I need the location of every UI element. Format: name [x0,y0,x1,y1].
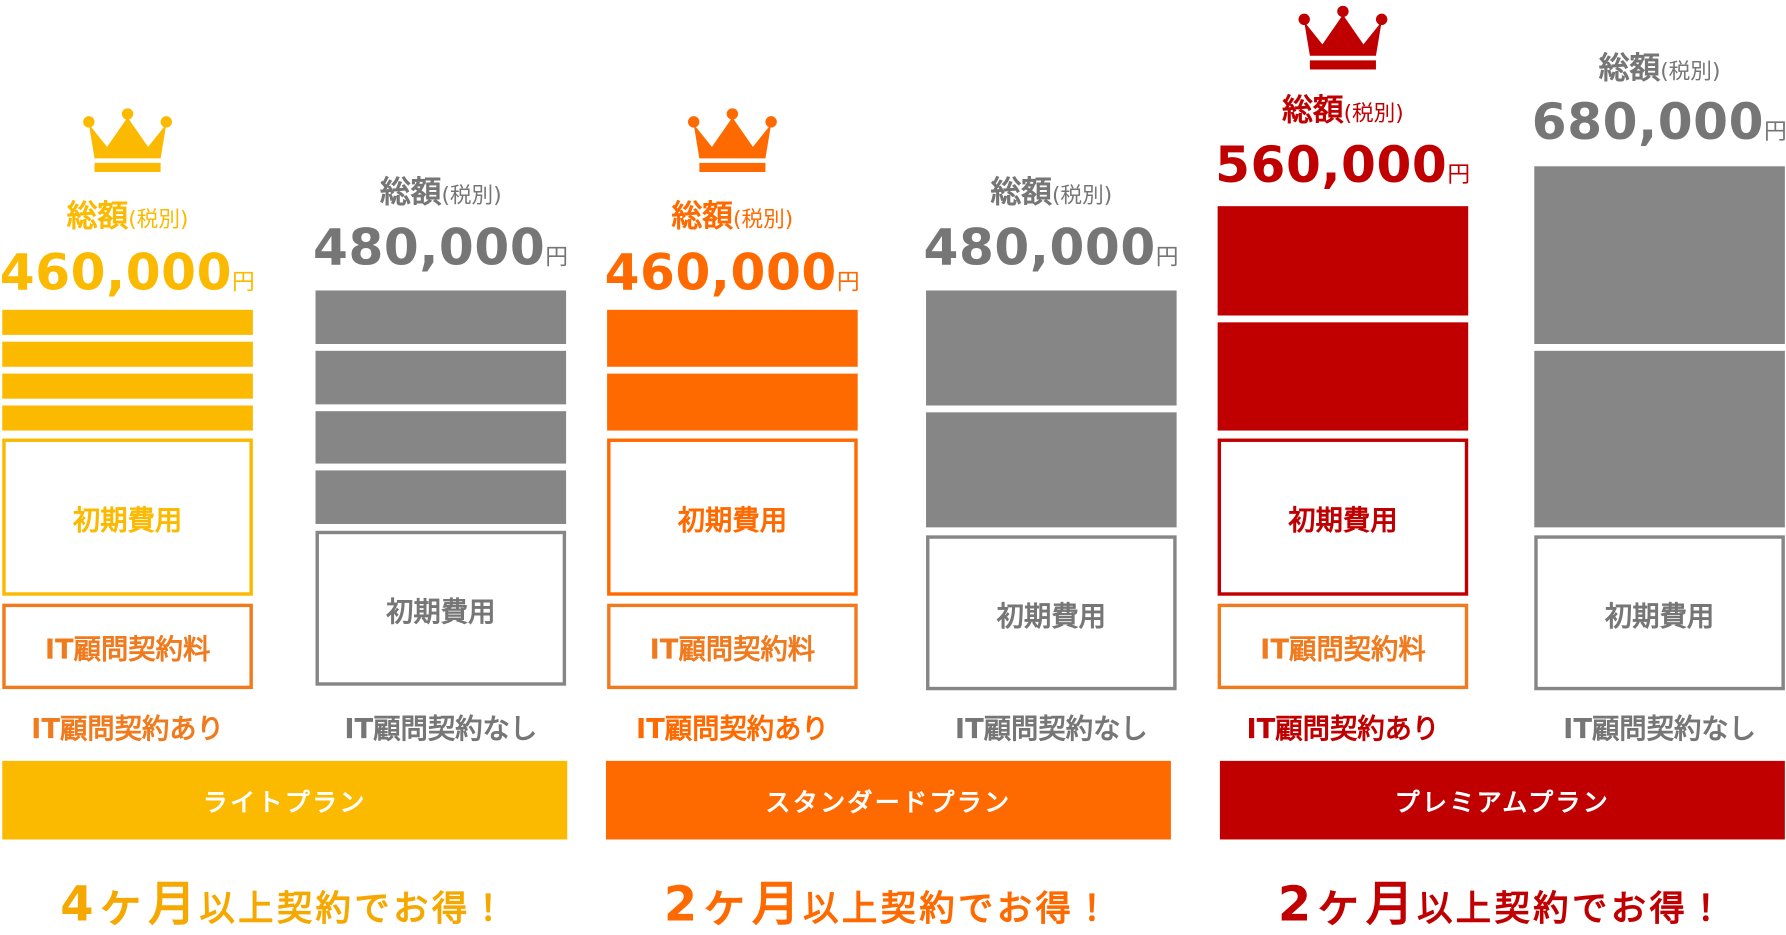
column-caption: IT顧問契約あり [1246,713,1440,745]
total-label: 総額(税別) [584,191,880,235]
total-label: 総額(税別) [293,167,589,211]
monthly-segment [2,341,253,367]
price: 460,000円 [562,244,904,302]
monthly-segment [1534,350,1785,528]
monthly-segment [926,290,1177,406]
price: 460,000円 [0,244,298,302]
price-unit: 円 [1155,242,1180,270]
offer-months: 2ヶ月 [1277,875,1418,932]
offer-note: 4ヶ月以上契約でお得！ [2,866,567,935]
price: 560,000円 [1172,137,1514,195]
total-label-text: 総額 [671,199,734,235]
price-value: 460,000 [604,243,837,302]
total-label: 総額(税別) [1195,85,1491,129]
column-caption: IT顧問契約なし [954,713,1148,745]
price: 480,000円 [270,219,612,277]
total-label-text: 総額 [66,199,129,235]
monthly-segment [1217,206,1469,315]
initial-cost-box: 初期費用 [607,438,858,596]
monthly-segment [315,290,567,344]
monthly-segment [2,373,253,399]
monthly-segment [315,470,567,524]
tax-note: (税別) [733,207,794,233]
initial-cost-box: 初期費用 [926,535,1177,691]
tax-note: (税別) [1343,101,1404,127]
price-value: 460,000 [0,243,233,302]
column-caption: IT顧問契約なし [1563,713,1756,745]
offer-text: 以上契約でお得！ [1417,888,1727,930]
total-label: 総額(税別) [903,167,1199,211]
initial-cost-box: 初期費用 [1217,438,1469,596]
initial-cost-box: 初期費用 [315,530,567,686]
price-unit: 円 [545,242,569,270]
column-caption: IT顧問契約あり [31,713,224,745]
price-unit: 円 [232,267,256,296]
price-unit: 円 [836,267,861,296]
monthly-segment [2,309,253,335]
it-fee-box: IT顧問契約料 [607,603,858,690]
price-value: 680,000 [1531,93,1765,152]
offer-text: 以上契約でお得！ [199,888,510,930]
price-unit: 円 [1764,117,1786,145]
crown-icon [1298,5,1388,70]
initial-cost-box: 初期費用 [2,438,253,596]
tax-note: (税別) [128,207,189,233]
monthly-segment [607,373,858,431]
tax-note: (税別) [1660,59,1721,85]
total-label: 総額(税別) [0,191,276,235]
plan-banner: ライトプラン [2,760,568,840]
monthly-segment [1217,321,1469,431]
price-value: 560,000 [1215,136,1448,195]
crown-icon [687,108,777,172]
monthly-segment [315,350,567,404]
it-fee-box: IT顧問契約料 [2,603,253,690]
plan-banner: プレミアムプラン [1219,760,1785,840]
column-caption: IT顧問契約あり [635,713,829,745]
price-unit: 円 [1447,160,1471,188]
price-value: 480,000 [923,218,1156,277]
total-label-text: 総額 [1598,51,1661,87]
offer-months: 4ヶ月 [60,875,200,932]
tax-note: (税別) [441,183,502,209]
price-value: 480,000 [313,218,546,277]
offer-note: 2ヶ月以上契約でお得！ [1220,866,1785,935]
offer-note: 2ヶ月以上契約でお得！ [606,866,1171,935]
monthly-segment [2,405,253,431]
price: 680,000円 [1489,93,1786,151]
monthly-segment [1534,166,1785,344]
plan-banner: スタンダードプラン [605,760,1171,840]
monthly-segment [926,412,1177,528]
offer-months: 2ヶ月 [663,875,804,932]
it-fee-box: IT顧問契約料 [1217,603,1469,690]
monthly-segment [607,309,858,367]
initial-cost-box: 初期費用 [1534,535,1785,691]
total-label-text: 総額 [990,175,1052,211]
total-label-text: 総額 [1282,93,1344,129]
price: 480,000円 [880,219,1222,277]
tax-note: (税別) [1051,183,1113,209]
crown-icon [83,108,172,172]
total-label: 総額(税別) [1511,43,1786,87]
monthly-segment [315,410,567,464]
total-label-text: 総額 [379,175,442,211]
column-caption: IT顧問契約なし [344,713,538,745]
offer-text: 以上契約でお得！ [803,888,1113,930]
